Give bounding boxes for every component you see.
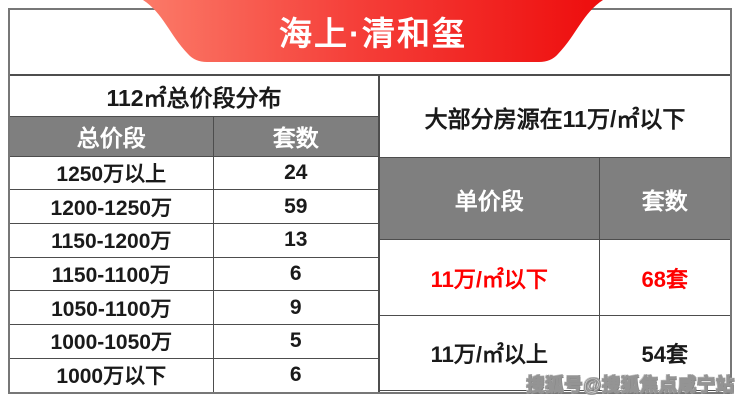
- table-row: 1200-1250万 59: [9, 189, 379, 224]
- table-row: 1000-1050万 5: [9, 324, 379, 359]
- right-table-caption-row: 大部分房源在11万/㎡以下: [379, 75, 731, 159]
- price-range-cell: 1150-1200万: [9, 222, 214, 258]
- unit-price-range-cell: 11万/㎡以上: [379, 314, 600, 392]
- right-header-unit-price-range: 单价段: [379, 157, 600, 241]
- right-table-header-row: 单价段 套数: [379, 157, 731, 241]
- table-row: 1250万以上 24: [9, 155, 379, 191]
- tables-container: 112㎡总价段分布 总价段 套数 1250万以上 24: [9, 74, 731, 393]
- table-row: 1150-1100万 6: [9, 256, 379, 292]
- left-header-price-range: 总价段: [9, 115, 214, 157]
- right-header-unit-count: 套数: [598, 157, 731, 241]
- unit-count-cell: 13: [212, 222, 379, 258]
- left-header-unit-count: 套数: [212, 115, 379, 157]
- table-row: 11万/㎡以下 68套: [379, 239, 731, 316]
- left-table-caption: 112㎡总价段分布: [9, 75, 379, 117]
- total-price-table: 112㎡总价段分布 总价段 套数 1250万以上 24: [9, 75, 379, 393]
- unit-count-cell: 59: [212, 189, 379, 224]
- unit-count-cell: 68套: [598, 239, 731, 316]
- ribbon-shape: [143, 0, 603, 62]
- unit-count-cell: 6: [212, 256, 379, 292]
- price-range-cell: 1000-1050万: [9, 324, 214, 359]
- empty-merged-cell: [379, 390, 731, 393]
- table-row: 11万/㎡以上 54套: [379, 314, 731, 392]
- left-table-caption-row: 112㎡总价段分布: [9, 75, 379, 117]
- right-table-caption: 大部分房源在11万/㎡以下: [379, 75, 731, 159]
- unit-price-table-column: 大部分房源在11万/㎡以下 单价段 套数 11万/㎡以下 68套: [378, 75, 731, 393]
- unit-count-cell: 24: [212, 155, 379, 191]
- unit-count-cell: 5: [212, 324, 379, 359]
- unit-price-table: 大部分房源在11万/㎡以下 单价段 套数 11万/㎡以下 68套: [379, 75, 731, 393]
- price-range-cell: 1000万以下: [9, 357, 214, 393]
- unit-price-range-cell: 11万/㎡以下: [379, 239, 600, 316]
- table-row: 1150-1200万 13: [9, 222, 379, 258]
- table-row: 1050-1100万 9: [9, 290, 379, 326]
- total-price-table-column: 112㎡总价段分布 总价段 套数 1250万以上 24: [9, 75, 379, 393]
- content-panel: 112㎡总价段分布 总价段 套数 1250万以上 24: [8, 8, 732, 394]
- table-row: 1000万以下 6: [9, 357, 379, 393]
- price-range-cell: 1200-1250万: [9, 189, 214, 224]
- price-range-cell: 1150-1100万: [9, 256, 214, 292]
- left-table-header-row: 总价段 套数: [9, 115, 379, 157]
- unit-count-cell: 6: [212, 357, 379, 393]
- empty-merged-cell-row: [379, 390, 731, 393]
- unit-count-cell: 54套: [598, 314, 731, 392]
- watermark-text: 搜狐号@搜狐焦点咸宁站: [526, 375, 735, 396]
- price-range-cell: 1250万以上: [9, 155, 214, 191]
- banner-ribbon: 海上·清和玺: [143, 0, 603, 64]
- unit-count-cell: 9: [212, 290, 379, 326]
- price-range-cell: 1050-1100万: [9, 290, 214, 326]
